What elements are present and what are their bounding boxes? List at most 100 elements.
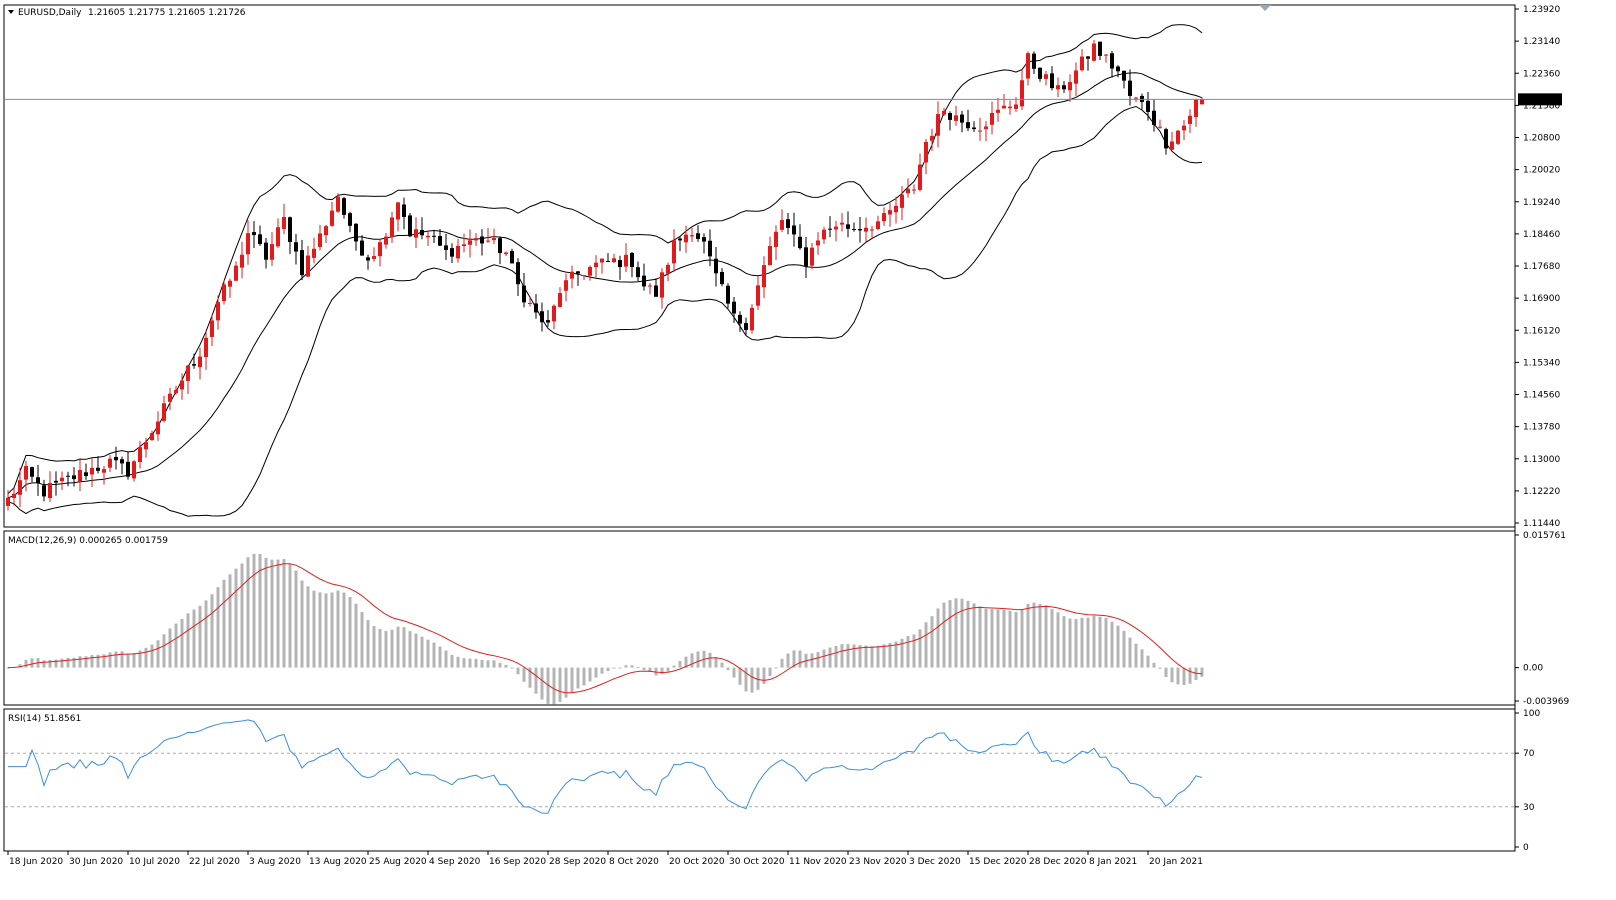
candle[interactable]	[1074, 62, 1078, 97]
candle[interactable]	[342, 196, 346, 219]
candle[interactable]	[726, 283, 730, 309]
candle[interactable]	[42, 479, 46, 502]
candle[interactable]	[372, 247, 376, 262]
candle[interactable]	[312, 237, 316, 264]
candle[interactable]	[972, 121, 976, 133]
candle[interactable]	[582, 275, 586, 281]
candle[interactable]	[114, 446, 118, 470]
candle[interactable]	[570, 265, 574, 289]
candle[interactable]	[840, 213, 844, 232]
candle[interactable]	[594, 255, 598, 278]
candle[interactable]	[888, 203, 892, 227]
candle[interactable]	[204, 331, 208, 370]
candle[interactable]	[48, 471, 52, 502]
candle[interactable]	[714, 246, 718, 287]
candle[interactable]	[510, 248, 514, 264]
candle[interactable]	[474, 232, 478, 247]
candle[interactable]	[786, 213, 790, 235]
candle[interactable]	[330, 201, 334, 227]
candle[interactable]	[264, 237, 268, 269]
candle[interactable]	[456, 238, 460, 263]
candle[interactable]	[810, 243, 814, 270]
candle[interactable]	[612, 253, 616, 264]
candle[interactable]	[498, 236, 502, 265]
candle[interactable]	[108, 455, 112, 472]
candle[interactable]	[360, 235, 364, 256]
candle[interactable]	[1200, 97, 1204, 105]
candle[interactable]	[798, 224, 802, 250]
candle[interactable]	[216, 295, 220, 330]
candle[interactable]	[90, 458, 94, 488]
candle[interactable]	[222, 280, 226, 305]
candle[interactable]	[702, 233, 706, 254]
candle[interactable]	[210, 314, 214, 346]
candle[interactable]	[276, 218, 280, 248]
candle[interactable]	[858, 217, 862, 243]
candle[interactable]	[690, 227, 694, 242]
candle[interactable]	[1044, 70, 1048, 86]
candle[interactable]	[240, 241, 244, 279]
candle[interactable]	[918, 153, 922, 192]
candle[interactable]	[60, 471, 64, 490]
candle[interactable]	[318, 224, 322, 251]
candle[interactable]	[468, 229, 472, 258]
candle[interactable]	[948, 111, 952, 131]
candle[interactable]	[1170, 131, 1174, 150]
candle[interactable]	[336, 193, 340, 213]
candle[interactable]	[6, 490, 10, 511]
candle[interactable]	[378, 239, 382, 267]
candle[interactable]	[192, 353, 196, 369]
candle[interactable]	[1194, 98, 1198, 127]
candle[interactable]	[300, 239, 304, 281]
candle[interactable]	[282, 203, 286, 235]
candle[interactable]	[1026, 51, 1030, 86]
candle[interactable]	[708, 229, 712, 267]
candle[interactable]	[30, 466, 34, 483]
candle[interactable]	[954, 105, 958, 126]
candle[interactable]	[384, 233, 388, 249]
candle[interactable]	[174, 385, 178, 395]
candle[interactable]	[1086, 55, 1090, 71]
candle[interactable]	[1146, 91, 1150, 121]
candle[interactable]	[126, 451, 130, 480]
candle[interactable]	[24, 460, 28, 492]
candle[interactable]	[324, 225, 328, 243]
candle[interactable]	[780, 209, 784, 233]
candle[interactable]	[882, 207, 886, 226]
candle[interactable]	[1122, 70, 1126, 89]
candle[interactable]	[426, 231, 430, 246]
candle[interactable]	[72, 467, 76, 487]
candle[interactable]	[12, 488, 16, 506]
candle[interactable]	[1176, 129, 1180, 145]
candle[interactable]	[642, 263, 646, 291]
candle[interactable]	[36, 464, 40, 496]
candle[interactable]	[522, 272, 526, 308]
candle[interactable]	[816, 232, 820, 255]
candle[interactable]	[1182, 120, 1186, 141]
candle[interactable]	[1110, 51, 1114, 78]
candle[interactable]	[354, 223, 358, 251]
candle[interactable]	[444, 233, 448, 260]
candle[interactable]	[936, 101, 940, 148]
candle[interactable]	[870, 225, 874, 238]
candle[interactable]	[534, 294, 538, 319]
candle[interactable]	[678, 236, 682, 252]
candle[interactable]	[1050, 66, 1054, 91]
candle[interactable]	[588, 265, 592, 281]
candle[interactable]	[996, 98, 1000, 122]
candle[interactable]	[1092, 39, 1096, 62]
candle[interactable]	[906, 178, 910, 198]
candle[interactable]	[822, 226, 826, 244]
candle[interactable]	[54, 471, 58, 496]
candle[interactable]	[420, 217, 424, 240]
candle[interactable]	[1152, 99, 1156, 132]
candle[interactable]	[288, 216, 292, 255]
candle[interactable]	[402, 197, 406, 230]
candle[interactable]	[744, 317, 748, 336]
candle[interactable]	[96, 456, 100, 474]
candle[interactable]	[1032, 51, 1036, 75]
candle[interactable]	[654, 278, 658, 298]
candle[interactable]	[366, 254, 370, 270]
candle[interactable]	[846, 211, 850, 238]
candle[interactable]	[624, 243, 628, 273]
